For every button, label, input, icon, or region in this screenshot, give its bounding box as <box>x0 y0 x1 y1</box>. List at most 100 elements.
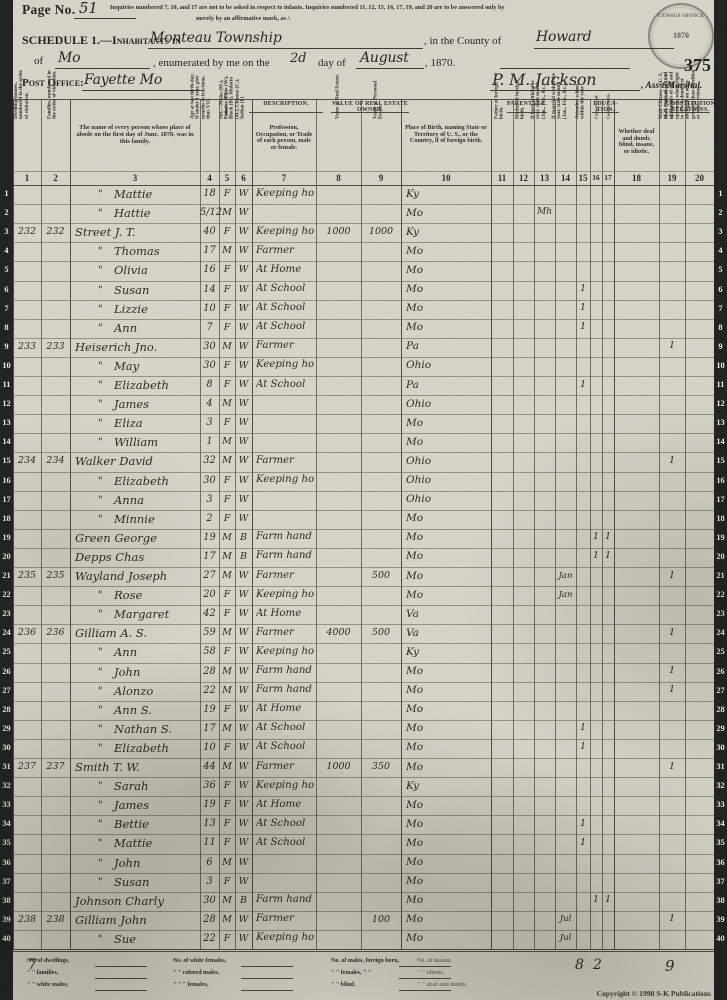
age-value: 2 <box>206 512 213 524</box>
married-in-year-month: Jul <box>559 914 572 925</box>
sex-value: F <box>223 780 231 792</box>
age-value: 22 <box>203 684 216 696</box>
age-value: 58 <box>203 646 216 658</box>
person-name: May <box>114 358 140 373</box>
person-name: Heiserich Jno. <box>75 339 158 354</box>
occupation-value: Keeping house <box>256 187 314 199</box>
footer-blank-rule <box>399 978 451 979</box>
personal-estate-value: 1000 <box>368 226 394 238</box>
ditto-mark: " <box>98 380 103 391</box>
sex-value: M <box>222 722 232 734</box>
row-number-left: 27 <box>2 685 11 695</box>
footer-tally-col15: 8 <box>575 957 584 973</box>
age-value: 19 <box>203 703 216 715</box>
sex-value: F <box>223 359 231 371</box>
cannot-write-mark: 1 <box>604 894 612 906</box>
post-office-rule <box>82 90 202 91</box>
census-office-stamp: CENSUS OFFICE 1870 <box>648 3 714 69</box>
sex-value: M <box>222 761 232 772</box>
birthplace-value: Pa <box>406 378 419 391</box>
dwelling-number: 236 <box>17 627 37 639</box>
person-name: Mattie <box>114 836 153 851</box>
ditto-mark: " <box>98 265 103 277</box>
person-name: Mattie <box>114 187 153 201</box>
footer-label-right: " " idiotic, <box>417 970 445 976</box>
male-citizen-mark: 1 <box>668 454 676 466</box>
county-value: Howard <box>536 29 592 45</box>
male-citizen-mark: 1 <box>668 569 676 581</box>
footer-label: No. of males, foreign born, <box>331 958 400 964</box>
row-number-left: 31 <box>2 762 11 771</box>
row-number-right: 33 <box>716 800 725 810</box>
person-name: Johnson Charly <box>75 893 164 908</box>
age-value: 22 <box>203 932 216 944</box>
attended-school-mark: 1 <box>579 302 587 314</box>
color-value: W <box>238 646 249 658</box>
color-value: W <box>238 780 249 792</box>
male-citizen-mark: 1 <box>668 760 676 772</box>
birthplace-value: Mo <box>406 263 424 276</box>
person-name: Susan <box>114 282 150 297</box>
row-number-right: 6 <box>718 284 723 294</box>
birthplace-value: Mo <box>406 932 424 945</box>
sex-value: F <box>223 741 231 753</box>
row-number-left: 4 <box>4 246 9 256</box>
ditto-mark: " <box>98 284 103 296</box>
cannot-write-mark: 1 <box>604 550 612 562</box>
row-number-right: 14 <box>716 437 725 447</box>
color-value: W <box>238 703 249 715</box>
row-number-left: 9 <box>4 341 9 351</box>
occupation-value: Keeping house <box>256 474 314 485</box>
occupation-value: At School <box>256 283 306 294</box>
attended-school-mark: 1 <box>579 817 587 829</box>
fine-print-line-1: Inquiries numbered 7, 10, and 17 are not… <box>110 4 505 11</box>
color-value: W <box>238 493 249 505</box>
family-number: 235 <box>46 570 65 581</box>
year-label: , 1870. <box>425 57 456 69</box>
ditto-mark: " <box>98 189 103 200</box>
age-value: 16 <box>203 264 216 276</box>
person-name: Depps Chas <box>75 549 145 564</box>
ditto-mark: " <box>98 246 103 258</box>
family-number: 236 <box>46 627 65 639</box>
row-number-right: 20 <box>716 551 725 561</box>
row-number-left: 36 <box>2 857 11 867</box>
color-value: W <box>238 455 249 467</box>
row-number-right: 24 <box>716 628 725 638</box>
family-number: 238 <box>46 913 65 925</box>
row-number-left: 23 <box>2 609 11 619</box>
ditto-mark: " <box>98 685 103 697</box>
row-number-left: 37 <box>2 876 11 886</box>
family-number: 234 <box>46 455 65 467</box>
sex-value: F <box>223 264 231 276</box>
birthplace-value: Va <box>406 626 419 639</box>
dwelling-number: 232 <box>17 226 37 238</box>
footer-blank-rule <box>95 978 147 979</box>
occupation-value: At School <box>256 741 306 753</box>
occupation-value: Farmer <box>256 569 294 581</box>
ditto-mark: " <box>98 322 103 334</box>
birthplace-value: Mo <box>406 875 424 888</box>
row-number-right: 32 <box>716 781 725 791</box>
birthplace-value: Ohio <box>406 359 432 372</box>
sex-value: M <box>222 340 232 352</box>
color-value: W <box>238 932 249 944</box>
sex-value: F <box>223 818 231 830</box>
ditto-mark: " <box>98 838 103 850</box>
row-number-left: 7 <box>4 303 9 313</box>
color-value: W <box>238 283 249 295</box>
person-name: Eliza <box>114 416 143 431</box>
row-number-right: 22 <box>716 590 725 600</box>
sex-value: M <box>222 455 232 467</box>
person-name: Margaret <box>114 607 170 622</box>
birthplace-value: Ohio <box>406 474 432 486</box>
color-value: W <box>238 684 249 696</box>
sex-value: F <box>223 589 231 601</box>
dwelling-number: 237 <box>17 761 37 772</box>
person-name: Ann S. <box>114 702 152 717</box>
dwelling-number: 234 <box>17 455 37 467</box>
sex-value: F <box>223 493 231 505</box>
male-citizen-mark: 1 <box>668 626 676 638</box>
age-value: 3 <box>206 493 213 505</box>
row-number-right: 12 <box>716 399 725 409</box>
